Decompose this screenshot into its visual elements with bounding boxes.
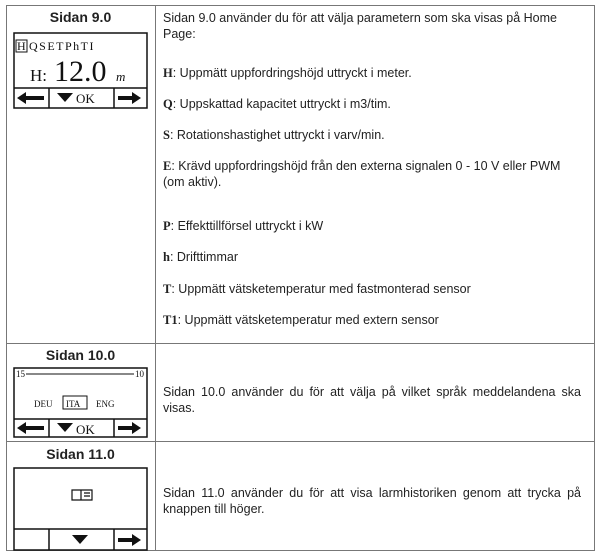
page-title: Sidan 10.0 (45, 347, 116, 363)
lcd-label: H: (30, 66, 47, 85)
item-key: S (163, 128, 170, 142)
item: E: Krävd uppfordringshöjd från den exter… (163, 159, 573, 190)
page-title: Sidan 11.0 (46, 446, 115, 462)
lcd-left: 15 (16, 369, 26, 379)
item-key: H (163, 66, 173, 80)
item-key: P (163, 219, 171, 233)
lcd-ok: OK (76, 422, 95, 437)
item-key: E (163, 159, 172, 173)
lcd-menu: H (17, 39, 26, 53)
item-text: : Uppskattad kapacitet uttryckt i m3/tim… (172, 97, 391, 111)
item-key: T1 (163, 313, 178, 327)
intro: Sidan 11.0 använder du för att visa larm… (163, 486, 581, 516)
item-key: h (163, 250, 170, 264)
item: S: Rotationshastighet uttryckt i varv/mi… (163, 128, 583, 144)
item-key: T (163, 282, 172, 296)
item: h: Drifttimmar (163, 250, 583, 266)
lcd-unit: m (116, 69, 125, 84)
item: T: Uppmätt vätsketemperatur med fastmont… (163, 282, 583, 298)
lcd-ok: OK (76, 91, 95, 106)
item: P: Effekttillförsel uttryckt i kW (163, 219, 583, 235)
item-key: Q (163, 97, 173, 111)
lcd-menu: QSETPhTI (29, 39, 95, 53)
lcd-language: ENG (96, 399, 115, 409)
item-text: : Rotationshastighet uttryckt i varv/min… (169, 128, 385, 142)
lcd-right: 10 (135, 369, 145, 379)
item: T1: Uppmätt vätsketemperatur med extern … (163, 313, 583, 329)
cell (155, 441, 595, 551)
lcd-language: ITA (66, 399, 81, 409)
item-text: : Uppmätt vätsketemperatur med extern se… (177, 313, 439, 327)
item-text: : Effekttillförsel uttryckt i kW (170, 219, 324, 233)
item-text: : Krävd uppfordringshöjd från den extern… (163, 159, 561, 189)
intro: Sidan 10.0 använder du för att välja på … (163, 385, 581, 415)
item: H: Uppmätt uppfordringshöjd uttryckt i m… (163, 66, 583, 82)
item-text: : Uppmätt vätsketemperatur med fastmonte… (171, 282, 471, 296)
lcd-value: 12.0 (54, 55, 107, 88)
lcd-language: DEU (34, 399, 53, 409)
intro: Sidan 9.0 använder du för att välja para… (163, 11, 557, 41)
item-text: : Drifttimmar (169, 250, 239, 264)
page-title: Sidan 9.0 (49, 9, 112, 25)
item-text: : Uppmätt uppfordringshöjd uttryckt i me… (172, 66, 412, 80)
item: Q: Uppskattad kapacitet uttryckt i m3/ti… (163, 97, 583, 113)
